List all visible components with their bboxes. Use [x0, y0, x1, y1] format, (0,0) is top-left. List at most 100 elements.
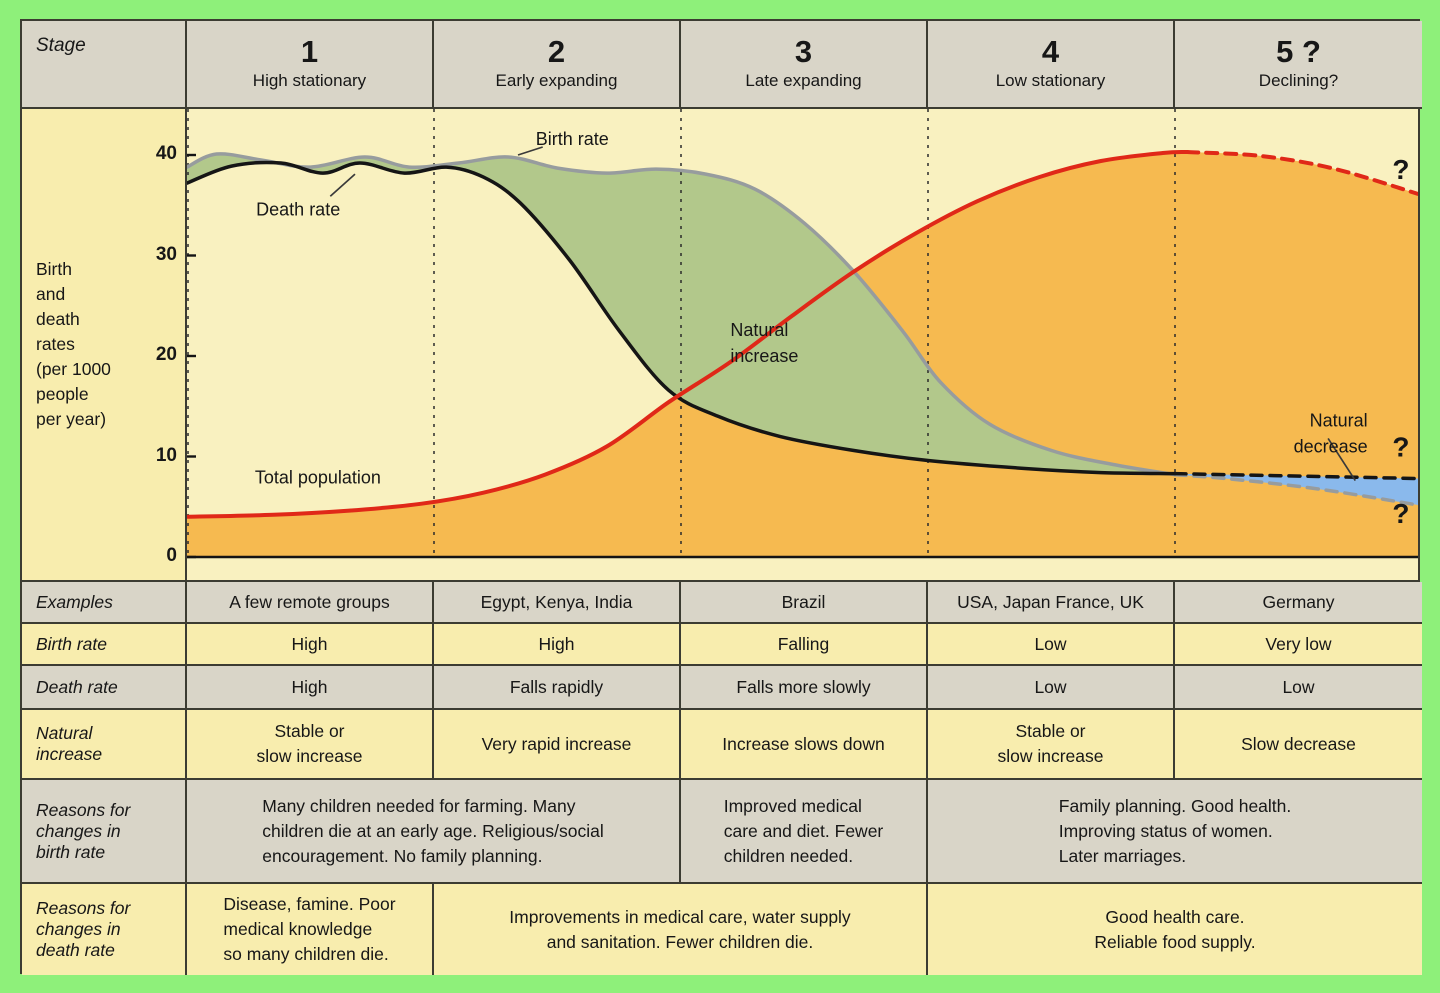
- stage-3-header: 3 Late expanding: [681, 21, 928, 109]
- stage-header-cell: Stage: [22, 21, 187, 109]
- cell-reasons-for-changes-in-death-rate-3: Good health care. Reliable food supply.: [928, 884, 1422, 975]
- y-tick-label-40: 40: [155, 143, 177, 164]
- row-natural-increase: Natural increase Stable or slow increase V…: [22, 710, 1422, 780]
- cell-death-rate-2: Falls rapidly: [434, 666, 681, 710]
- annotation-total-population: Total population: [255, 468, 381, 488]
- cell-birth-rate-5: Very low: [1175, 624, 1422, 666]
- cell-birth-rate-4: Low: [928, 624, 1175, 666]
- cell-text: Low: [1034, 633, 1067, 654]
- stage-2-header: 2 Early expanding: [434, 21, 681, 109]
- cell-birth-rate-3: Falling: [681, 624, 928, 666]
- cell-text: Low: [1034, 676, 1067, 697]
- row-death-rate: Death rate High Falls rapidly Falls more sl…: [22, 666, 1422, 710]
- stage-number: 5 ?: [1276, 34, 1321, 69]
- y-tick-label-20: 20: [155, 344, 177, 365]
- cell-examples-4: USA, Japan France, UK: [928, 582, 1175, 624]
- cell-text: Many children needed for farming. Many c…: [262, 795, 604, 866]
- cell-text: Increase slows down: [722, 733, 885, 754]
- cell-death-rate-4: Low: [928, 666, 1175, 710]
- question-mark-annotation: ?: [1392, 432, 1409, 463]
- cell-text: Falls rapidly: [509, 676, 604, 697]
- annotation-leader-0: [517, 146, 543, 156]
- cell-death-rate-3: Falls more slowly: [681, 666, 928, 710]
- cell-death-rate-1: High: [187, 666, 434, 710]
- row-label-text: Reasons for changes in death rate: [36, 898, 131, 960]
- stage-5-header: 5 ? Declining?: [1175, 21, 1422, 109]
- row-label-birth-rate: Birth rate: [22, 624, 187, 666]
- birth-rate-line-projected: [1173, 472, 1418, 507]
- cell-text: Slow decrease: [1241, 733, 1356, 754]
- row-label-natural-increase: Natural increase: [22, 710, 187, 780]
- demographic-transition-model: Stage 1 High stationary 2 Early expanding 3 L…: [20, 19, 1422, 975]
- cell-reasons-for-changes-in-death-rate-2: Improvements in medical care, water supp…: [434, 884, 928, 975]
- row-label-reasons-for-changes-in-death-rate: Reasons for changes in death rate: [22, 884, 187, 975]
- cell-text: Brazil: [781, 591, 826, 612]
- stage-number: 2: [547, 34, 566, 69]
- birth-rate-line: [187, 152, 1177, 477]
- annotation-leader-1: [329, 173, 356, 197]
- y-axis-title: Birth and death rates (per 1000 people p…: [36, 259, 111, 429]
- row-label-text: Birth rate: [36, 633, 107, 654]
- cell-text: Egypt, Kenya, India: [480, 591, 633, 612]
- annotation-birth-rate: Birth rate: [536, 129, 609, 149]
- cell-examples-5: Germany: [1175, 582, 1422, 624]
- cell-text: Very low: [1265, 633, 1332, 654]
- cell-text: High: [538, 633, 575, 654]
- cell-text: Stable or slow increase: [256, 721, 363, 766]
- row-reasons-for-changes-in-birth-rate: Reasons for changes in birth rate Many ch…: [22, 780, 1422, 884]
- row-label-reasons-for-changes-in-birth-rate: Reasons for changes in birth rate: [22, 780, 187, 884]
- cell-examples-1: A few remote groups: [187, 582, 434, 624]
- cell-examples-3: Brazil: [681, 582, 928, 624]
- cell-text: Family planning. Good health. Improving …: [1058, 795, 1292, 866]
- row-birth-rate: Birth rate High High Falling Low Very low: [22, 624, 1422, 666]
- cell-text: Disease, famine. Poor medical knowledge …: [223, 894, 396, 964]
- stage-header-label: Stage: [36, 35, 86, 56]
- cell-natural-increase-3: Increase slows down: [681, 710, 928, 780]
- row-label-text: Death rate: [36, 676, 118, 697]
- row-label-text: Reasons for changes in birth rate: [36, 799, 131, 862]
- cell-text: Germany: [1262, 591, 1335, 612]
- stage-header-cells: 1 High stationary 2 Early expanding 3 Late ex…: [187, 21, 1422, 109]
- question-mark-annotation: ?: [1392, 154, 1409, 185]
- cell-text: Low: [1282, 676, 1315, 697]
- cell-reasons-for-changes-in-birth-rate-3: Family planning. Good health. Improving …: [928, 780, 1422, 884]
- summary-table: Examples A few remote groups Egypt, Kenya,…: [22, 582, 1422, 975]
- row-label-text: Natural increase: [36, 723, 103, 764]
- cell-text: High: [291, 633, 328, 654]
- cell-natural-increase-1: Stable or slow increase: [187, 710, 434, 780]
- row-label-examples: Examples: [22, 582, 187, 624]
- y-axis-label-cell: Birth and death rates (per 1000 people p…: [22, 109, 187, 582]
- stage-name: Late expanding: [745, 71, 862, 90]
- cell-text: High: [291, 676, 328, 697]
- question-mark-annotation: ?: [1392, 498, 1409, 529]
- transition-chart-cell: Birth rate Death rate Total population Natu…: [187, 109, 1418, 582]
- natural-decrease-area: [1175, 473, 1418, 506]
- header-row: Stage 1 High stationary 2 Early expanding 3 L…: [22, 21, 1422, 109]
- annotation-leader-2: [1327, 437, 1357, 482]
- stage-name: Early expanding: [495, 71, 618, 90]
- row-examples: Examples A few remote groups Egypt, Kenya,…: [22, 582, 1422, 624]
- chart-row: Birth and death rates (per 1000 people p…: [22, 109, 1418, 582]
- stage-4-header: 4 Low stationary: [928, 21, 1175, 109]
- annotation-natural-increase: Natural increase: [730, 320, 798, 366]
- row-reasons-for-changes-in-death-rate: Reasons for changes in death rate Disease…: [22, 884, 1422, 975]
- death-rate-line: [187, 160, 1177, 476]
- stage-name: Declining?: [1258, 71, 1339, 90]
- cell-text: Stable or slow increase: [997, 721, 1104, 766]
- cell-reasons-for-changes-in-birth-rate-2: Improved medical care and diet. Fewer ch…: [681, 780, 928, 884]
- cell-text: A few remote groups: [229, 591, 390, 612]
- natural-increase-area: [187, 153, 1175, 475]
- cell-text: USA, Japan France, UK: [957, 591, 1144, 612]
- row-label-text: Examples: [36, 591, 113, 612]
- cell-examples-2: Egypt, Kenya, India: [434, 582, 681, 624]
- stage-1-header: 1 High stationary: [187, 21, 434, 109]
- row-label-death-rate: Death rate: [22, 666, 187, 710]
- cell-text: Falling: [777, 633, 830, 654]
- cell-natural-increase-5: Slow decrease: [1175, 710, 1422, 780]
- cell-text: Improvements in medical care, water supp…: [509, 906, 851, 952]
- cell-text: Improved medical care and diet. Fewer ch…: [723, 795, 884, 866]
- annotation-death-rate: Death rate: [256, 199, 340, 219]
- cell-reasons-for-changes-in-birth-rate-1: Many children needed for farming. Many c…: [187, 780, 681, 884]
- y-tick-label-0: 0: [166, 545, 177, 566]
- transition-chart: Birth rate Death rate Total population Natu…: [187, 109, 1418, 559]
